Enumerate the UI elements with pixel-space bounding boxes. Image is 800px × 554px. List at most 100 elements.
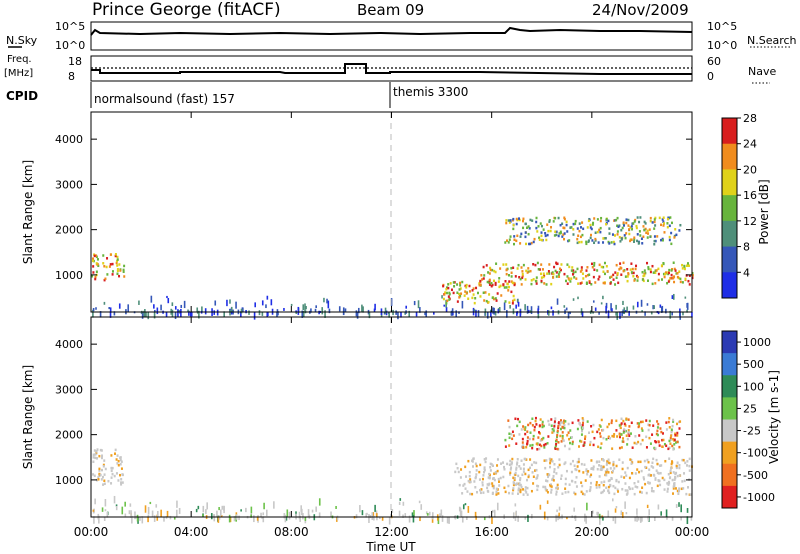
scatter-cell — [519, 467, 522, 470]
scatter-cell — [572, 269, 575, 272]
scatter-cell — [361, 510, 364, 516]
scatter-cell — [458, 311, 460, 314]
scatter-cell — [593, 436, 596, 440]
scatter-cell — [138, 300, 140, 305]
scatter-cell — [661, 432, 664, 435]
scatter-cell — [547, 475, 550, 479]
scatter-cell — [585, 269, 588, 272]
scatter-cell — [555, 230, 558, 234]
scatter-cell — [482, 474, 485, 477]
scatter-cell — [688, 469, 691, 472]
scatter-cell — [555, 438, 558, 442]
scatter-cell — [575, 485, 578, 488]
scatter-cell — [690, 516, 693, 521]
scatter-cell — [571, 421, 574, 425]
scatter-cell — [659, 471, 662, 475]
scatter-cell — [578, 421, 581, 425]
scatter-cell — [537, 268, 540, 271]
scatter-cell — [683, 479, 686, 483]
scatter-cell — [371, 512, 374, 521]
scatter-cell — [547, 310, 550, 316]
scatter-cell — [551, 431, 554, 434]
cpid-panel: CPID normalsound (fast) 157 themis 3300 — [6, 82, 468, 108]
scatter-cell — [564, 420, 567, 423]
scatter-cell — [657, 278, 660, 282]
scatter-cell — [582, 471, 585, 474]
scatter-cell — [564, 487, 567, 490]
scatter-cell — [553, 424, 556, 428]
scatter-cell — [538, 431, 541, 434]
scatter-cell — [103, 301, 106, 305]
scatter-cell — [504, 300, 507, 303]
scatter-cell — [530, 241, 533, 245]
scatter-cell — [487, 300, 490, 304]
scatter-cell — [585, 515, 587, 524]
scatter-cell — [100, 478, 103, 481]
scatter-cell — [500, 462, 503, 465]
colorbar-tick-label: 500 — [743, 358, 764, 371]
scatter-cell — [498, 484, 501, 487]
scatter-cell — [297, 306, 300, 315]
scatter-cell — [524, 457, 527, 461]
scatter-cell — [256, 516, 259, 521]
scatter-cell — [474, 462, 477, 465]
scatter-cell — [649, 270, 652, 274]
scatter-cell — [238, 515, 240, 521]
scatter-cell — [300, 505, 302, 512]
scatter-cell — [666, 281, 669, 285]
scatter-cell — [648, 468, 651, 471]
scatter-cell — [171, 302, 174, 307]
scatter-cell — [504, 241, 507, 244]
scatter-cell — [655, 269, 658, 272]
scatter-cell — [400, 311, 402, 318]
scatter-cell — [667, 483, 670, 486]
scatter-cell — [584, 274, 587, 278]
scatter-cell — [519, 483, 522, 487]
scatter-cell — [571, 273, 574, 276]
scatter-cell — [110, 482, 113, 485]
scatter-cell — [510, 461, 513, 465]
scatter-cell — [654, 447, 657, 450]
scatter-cell — [582, 421, 585, 425]
scatter-cell — [505, 239, 508, 242]
y-tick-label: 4000 — [55, 338, 83, 351]
scatter-cell — [553, 234, 556, 237]
scatter-cell — [602, 489, 605, 492]
scatter-cell — [467, 479, 470, 483]
scatter-cell — [591, 223, 594, 226]
scatter-cell — [488, 482, 491, 486]
x-tick-label: 20:00 — [575, 525, 610, 539]
scatter-cell — [606, 270, 609, 273]
scatter-cell — [103, 473, 106, 476]
scatter-cell — [124, 501, 126, 507]
scatter-cell — [145, 311, 147, 318]
scatter-cell — [454, 470, 457, 474]
scatter-cell — [607, 510, 610, 517]
scatter-cell — [517, 487, 520, 490]
scatter-cell — [559, 419, 562, 422]
scatter-cell — [605, 302, 608, 309]
scatter-cell — [616, 216, 619, 220]
scatter-cell — [512, 308, 515, 315]
scatter-cell — [666, 222, 669, 225]
scatter-cell — [677, 420, 680, 424]
scatter-cell — [580, 433, 583, 436]
scatter-cell — [657, 422, 660, 426]
scatter-cell — [584, 435, 587, 438]
scatter-cell — [261, 311, 264, 316]
scatter-cell — [548, 263, 551, 266]
scatter-cell — [368, 514, 370, 519]
date-title: 24/Nov/2009 — [592, 1, 689, 19]
scatter-cell — [620, 433, 623, 436]
scatter-cell — [579, 235, 582, 239]
scatter-cell — [654, 269, 657, 272]
scatter-cell — [521, 276, 524, 280]
freq-panel: Freq. [MHz] 18 8 60 0 Nave — [4, 54, 776, 84]
scatter-cell — [584, 437, 587, 441]
scatter-cell — [497, 480, 500, 483]
scatter-cell — [666, 487, 669, 491]
scatter-cell — [517, 515, 519, 522]
scatter-cell — [218, 507, 220, 511]
scatter-cell — [220, 515, 223, 518]
scatter-cell — [520, 459, 523, 462]
